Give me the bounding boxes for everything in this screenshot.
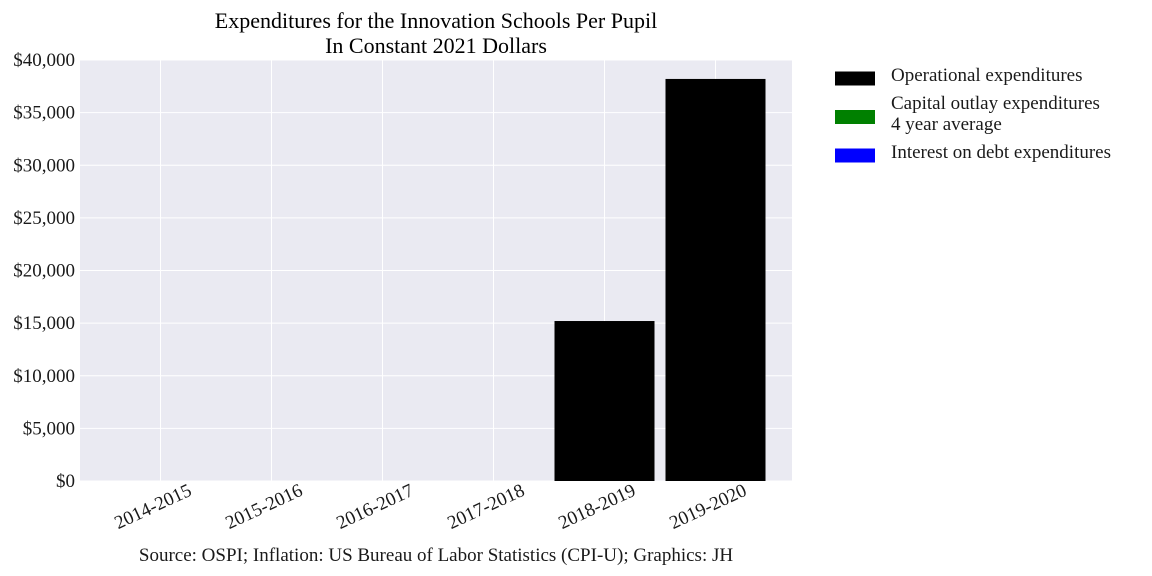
legend-swatch [835, 148, 875, 163]
y-axis-ticks: $0 $5,000 $10,000 $15,000 $20,000 $25,000 $30,… [13, 50, 75, 492]
y-tick-label: $40,000 [13, 50, 75, 71]
bar [554, 321, 655, 481]
y-tick-label: $5,000 [23, 418, 75, 439]
legend-swatch [835, 110, 875, 124]
bar [665, 78, 766, 481]
x-tick-label: 2014-2015 [111, 480, 194, 534]
x-tick-label: 2019-2020 [666, 480, 749, 534]
x-tick-label: 2018-2019 [555, 480, 638, 534]
y-tick-label: $10,000 [13, 366, 75, 387]
y-tick-label: $20,000 [13, 261, 75, 282]
legend-swatch [835, 71, 875, 86]
legend-label: 4 year average [891, 114, 1002, 135]
x-tick-label: 2016-2017 [333, 480, 416, 534]
legend-label: Interest on debt expenditures [891, 142, 1111, 163]
y-tick-label: $15,000 [13, 313, 75, 334]
chart-title: Expenditures for the Innovation Schools … [215, 8, 657, 33]
y-tick-label: $25,000 [13, 208, 75, 229]
x-tick-label: 2015-2016 [222, 480, 305, 534]
y-tick-label: $0 [56, 471, 75, 492]
y-tick-label: $35,000 [13, 103, 75, 124]
legend-label: Capital outlay expenditures [891, 93, 1100, 114]
source-note: Source: OSPI; Inflation: US Bureau of La… [139, 545, 733, 566]
y-tick-label: $30,000 [13, 155, 75, 176]
x-tick-label: 2017-2018 [444, 480, 527, 534]
x-axis-ticks: 2014-2015 2015-2016 2016-2017 2017-2018 2018… [111, 480, 749, 534]
chart-subtitle: In Constant 2021 Dollars [325, 33, 547, 58]
legend-label: Operational expenditures [891, 65, 1083, 86]
legend: Operational expenditures Capital outlay e… [835, 65, 1111, 163]
bars [554, 78, 766, 481]
